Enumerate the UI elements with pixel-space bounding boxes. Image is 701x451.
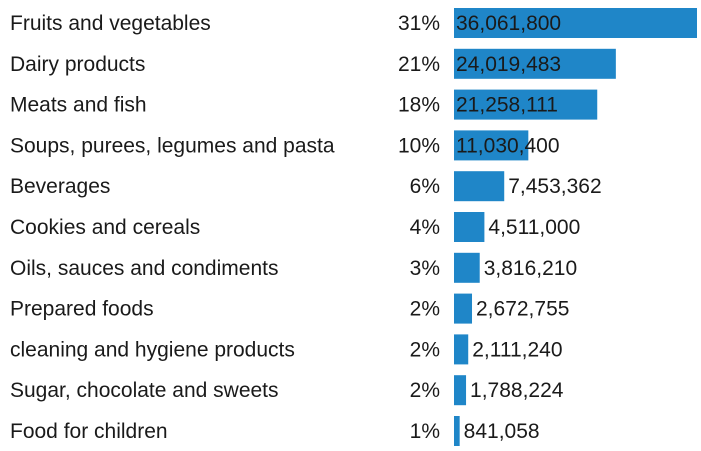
percent-label-oils-sauces-and-condiments: 3% [410,257,440,280]
percent-label-meats-and-fish: 18% [398,94,440,117]
percent-label-fruits-and-vegetables: 31% [398,12,440,35]
bar-oils-sauces-and-condiments [454,252,480,283]
category-label-oils-sauces-and-condiments: Oils, sauces and condiments [10,257,278,280]
value-label-meats-and-fish: 21,258,111 [456,94,558,117]
percent-label-beverages: 6% [410,175,440,198]
category-label-food-for-children: Food for children [10,420,168,443]
value-label-soups-purees-legumes-and-pasta: 11,030,400 [456,134,560,157]
percent-label-dairy-products: 21% [398,53,440,76]
value-label-cleaning-and-hygiene-products: 2,111,240 [472,338,562,361]
category-label-cookies-and-cereals: Cookies and cereals [10,216,200,239]
bar-fruits-and-vegetables [454,8,697,38]
category-label-cleaning-and-hygiene-products: cleaning and hygiene products [10,338,295,361]
value-label-fruits-and-vegetables: 36,061,800 [456,12,561,35]
percent-label-cookies-and-cereals: 4% [410,216,440,239]
bar-cookies-and-cereals [454,212,485,242]
category-label-soups-purees-legumes-and-pasta: Soups, purees, legumes and pasta [10,134,335,157]
value-label-beverages: 7,453,362 [508,175,601,198]
bar-food-for-children [454,416,460,446]
value-label-sugar-chocolate-and-sweets: 1,788,224 [470,379,564,402]
value-label-oils-sauces-and-condiments: 3,816,210 [484,257,577,280]
bar-dairy-products [454,48,616,79]
category-label-sugar-chocolate-and-sweets: Sugar, chocolate and sweets [10,379,279,402]
percent-label-food-for-children: 1% [410,420,440,443]
value-label-food-for-children: 841,058 [464,420,540,443]
percent-label-soups-purees-legumes-and-pasta: 10% [398,134,440,157]
category-label-fruits-and-vegetables: Fruits and vegetables [10,12,211,35]
bar-sugar-chocolate-and-sweets [454,375,467,406]
bar-soups-purees-legumes-and-pasta [454,130,529,161]
bar-prepared-foods [454,293,473,324]
value-label-dairy-products: 24,019,483 [456,53,561,76]
category-label-dairy-products: Dairy products [10,53,145,76]
percent-label-cleaning-and-hygiene-products: 2% [410,338,440,361]
category-label-beverages: Beverages [10,175,110,198]
category-label-prepared-foods: Prepared foods [10,298,154,321]
category-label-meats-and-fish: Meats and fish [10,94,147,117]
bar-cleaning-and-hygiene-products [454,334,469,365]
percent-label-prepared-foods: 2% [410,298,440,321]
bar-meats-and-fish [454,89,598,120]
percent-label-sugar-chocolate-and-sweets: 2% [410,379,440,402]
bar-beverages [454,171,505,202]
value-label-cookies-and-cereals: 4,511,000 [488,216,580,239]
value-label-prepared-foods: 2,672,755 [476,298,569,321]
